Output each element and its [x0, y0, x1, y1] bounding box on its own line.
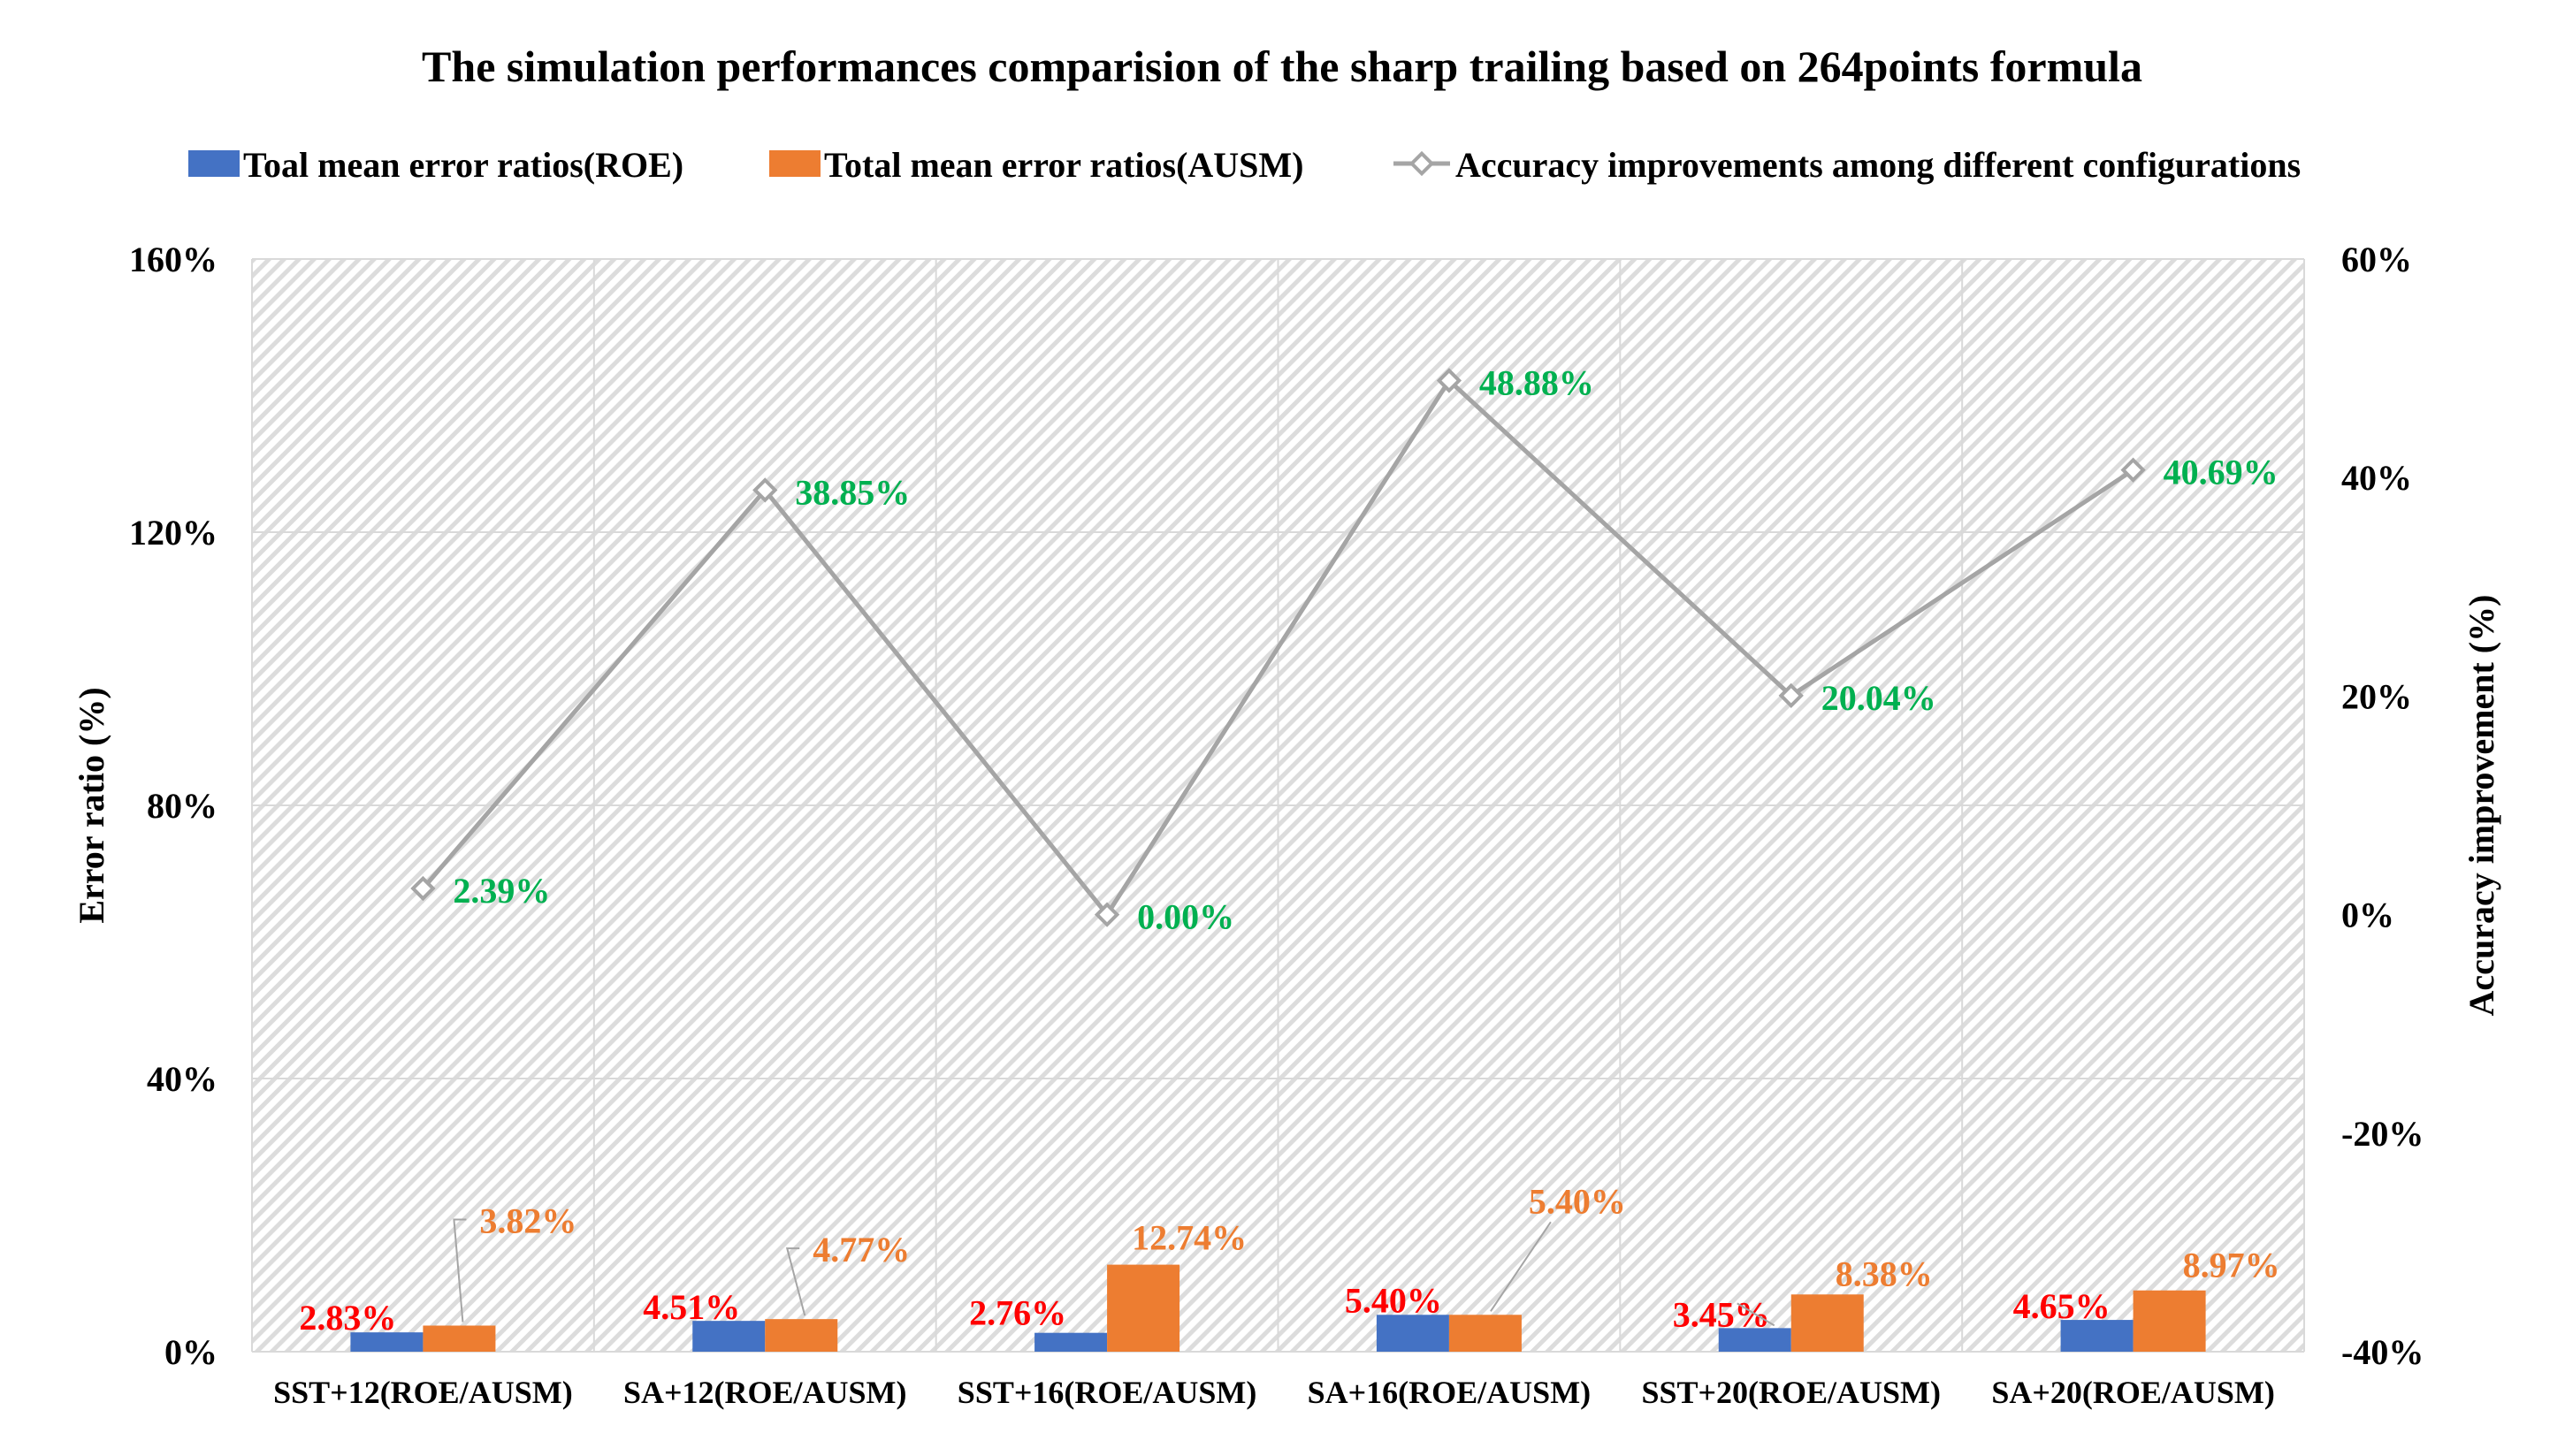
y2-tick-label: 60%	[2341, 240, 2412, 279]
label-roe: 2.83%	[299, 1298, 396, 1338]
category-label: SA+12(ROE/AUSM)	[623, 1375, 907, 1410]
label-ausm: 8.97%	[2183, 1246, 2280, 1285]
bar-ausm	[423, 1325, 496, 1352]
accuracy-point	[1436, 368, 1462, 393]
bar-ausm	[765, 1319, 838, 1352]
accuracy-point	[752, 477, 778, 503]
accuracy-point	[1778, 682, 1804, 709]
bar-roe	[2060, 1320, 2134, 1352]
label-leader	[785, 1247, 806, 1316]
bar-roe	[1718, 1328, 1791, 1352]
y-tick-label: 160%	[129, 240, 218, 279]
legend-label-accuracy: Accuracy improvements among different co…	[1455, 145, 2301, 185]
label-ausm: 8.38%	[1836, 1254, 1933, 1293]
accuracy-point	[1094, 902, 1120, 927]
bar-ausm	[2133, 1290, 2206, 1352]
y2-tick-label: -40%	[2341, 1332, 2424, 1372]
legend: Toal mean error ratios(ROE) Total mean e…	[188, 145, 2301, 185]
label-accuracy: 40.69%	[2164, 453, 2279, 492]
legend-label-roe: Toal mean error ratios(ROE)	[243, 145, 683, 185]
accuracy-point	[410, 875, 436, 902]
right-axis-ticks: -40% -20% 0% 20% 40% 60%	[2341, 240, 2424, 1372]
bar-ausm	[1790, 1294, 1864, 1352]
y-axis-title: Error ratio (%)	[72, 687, 111, 923]
chart-title: The simulation performances comparision …	[422, 42, 2142, 91]
bar-ausm	[1448, 1315, 1522, 1352]
y-tick-label: 40%	[147, 1059, 218, 1099]
y-tick-label: 120%	[129, 513, 218, 553]
y2-tick-label: -20%	[2341, 1114, 2424, 1154]
label-roe: 5.40%	[1345, 1280, 1442, 1320]
bar-roe	[350, 1332, 424, 1352]
label-roe: 3.45%	[1673, 1294, 1770, 1334]
bar-roe	[692, 1321, 766, 1352]
label-ausm: 5.40%	[1529, 1181, 1626, 1221]
category-label: SST+12(ROE/AUSM)	[273, 1375, 573, 1410]
category-label: SST+20(ROE/AUSM)	[1641, 1375, 1941, 1410]
label-accuracy: 38.85%	[795, 472, 910, 512]
label-accuracy: 0.00%	[1137, 897, 1234, 937]
label-leader	[1737, 1302, 1775, 1327]
y2-axis-title: Accuracy improvement (%)	[2462, 595, 2501, 1017]
category-label: SA+16(ROE/AUSM)	[1308, 1375, 1592, 1410]
bars	[350, 1264, 2206, 1352]
category-label: SST+16(ROE/AUSM)	[958, 1375, 1257, 1410]
left-axis-ticks: 0% 40% 80% 120% 160%	[129, 240, 218, 1372]
gridlines	[251, 258, 2305, 1353]
label-ausm: 4.77%	[813, 1230, 910, 1269]
legend-swatch-roe	[188, 150, 240, 177]
data-labels: 2.83% 3.82% 4.51% 4.77% 2.76% 12.74% 5.40% 5.40…	[299, 362, 2279, 1338]
legend-swatch-ausm	[769, 150, 821, 177]
label-accuracy: 48.88%	[1479, 362, 1594, 402]
label-ausm: 12.74%	[1132, 1218, 1247, 1258]
bar-ausm	[1107, 1264, 1180, 1352]
label-roe: 4.51%	[643, 1287, 740, 1327]
label-leader	[1490, 1221, 1552, 1312]
label-leader	[453, 1218, 467, 1323]
category-labels: SST+12(ROE/AUSM) SA+12(ROE/AUSM) SST+16(RO…	[273, 1375, 2275, 1410]
y2-tick-label: 40%	[2341, 458, 2412, 498]
accuracy-point	[2120, 457, 2146, 483]
label-ausm: 3.82%	[479, 1201, 576, 1240]
bar-roe	[1034, 1332, 1108, 1352]
label-accuracy: 2.39%	[453, 871, 550, 911]
category-label: SA+20(ROE/AUSM)	[1991, 1375, 2275, 1410]
y-tick-label: 0%	[164, 1332, 218, 1372]
accuracy-series-line	[421, 377, 2134, 919]
legend-marker-accuracy	[1408, 150, 1435, 177]
legend-label-ausm: Total mean error ratios(AUSM)	[824, 145, 1304, 185]
bar-roe	[1376, 1315, 1449, 1352]
y-tick-label: 80%	[147, 786, 218, 826]
y2-tick-label: 20%	[2341, 676, 2412, 716]
label-accuracy: 20.04%	[1821, 678, 1936, 718]
label-roe: 4.65%	[2013, 1286, 2111, 1326]
y2-tick-label: 0%	[2341, 896, 2394, 935]
accuracy-line	[410, 368, 2146, 927]
label-roe: 2.76%	[969, 1293, 1066, 1333]
